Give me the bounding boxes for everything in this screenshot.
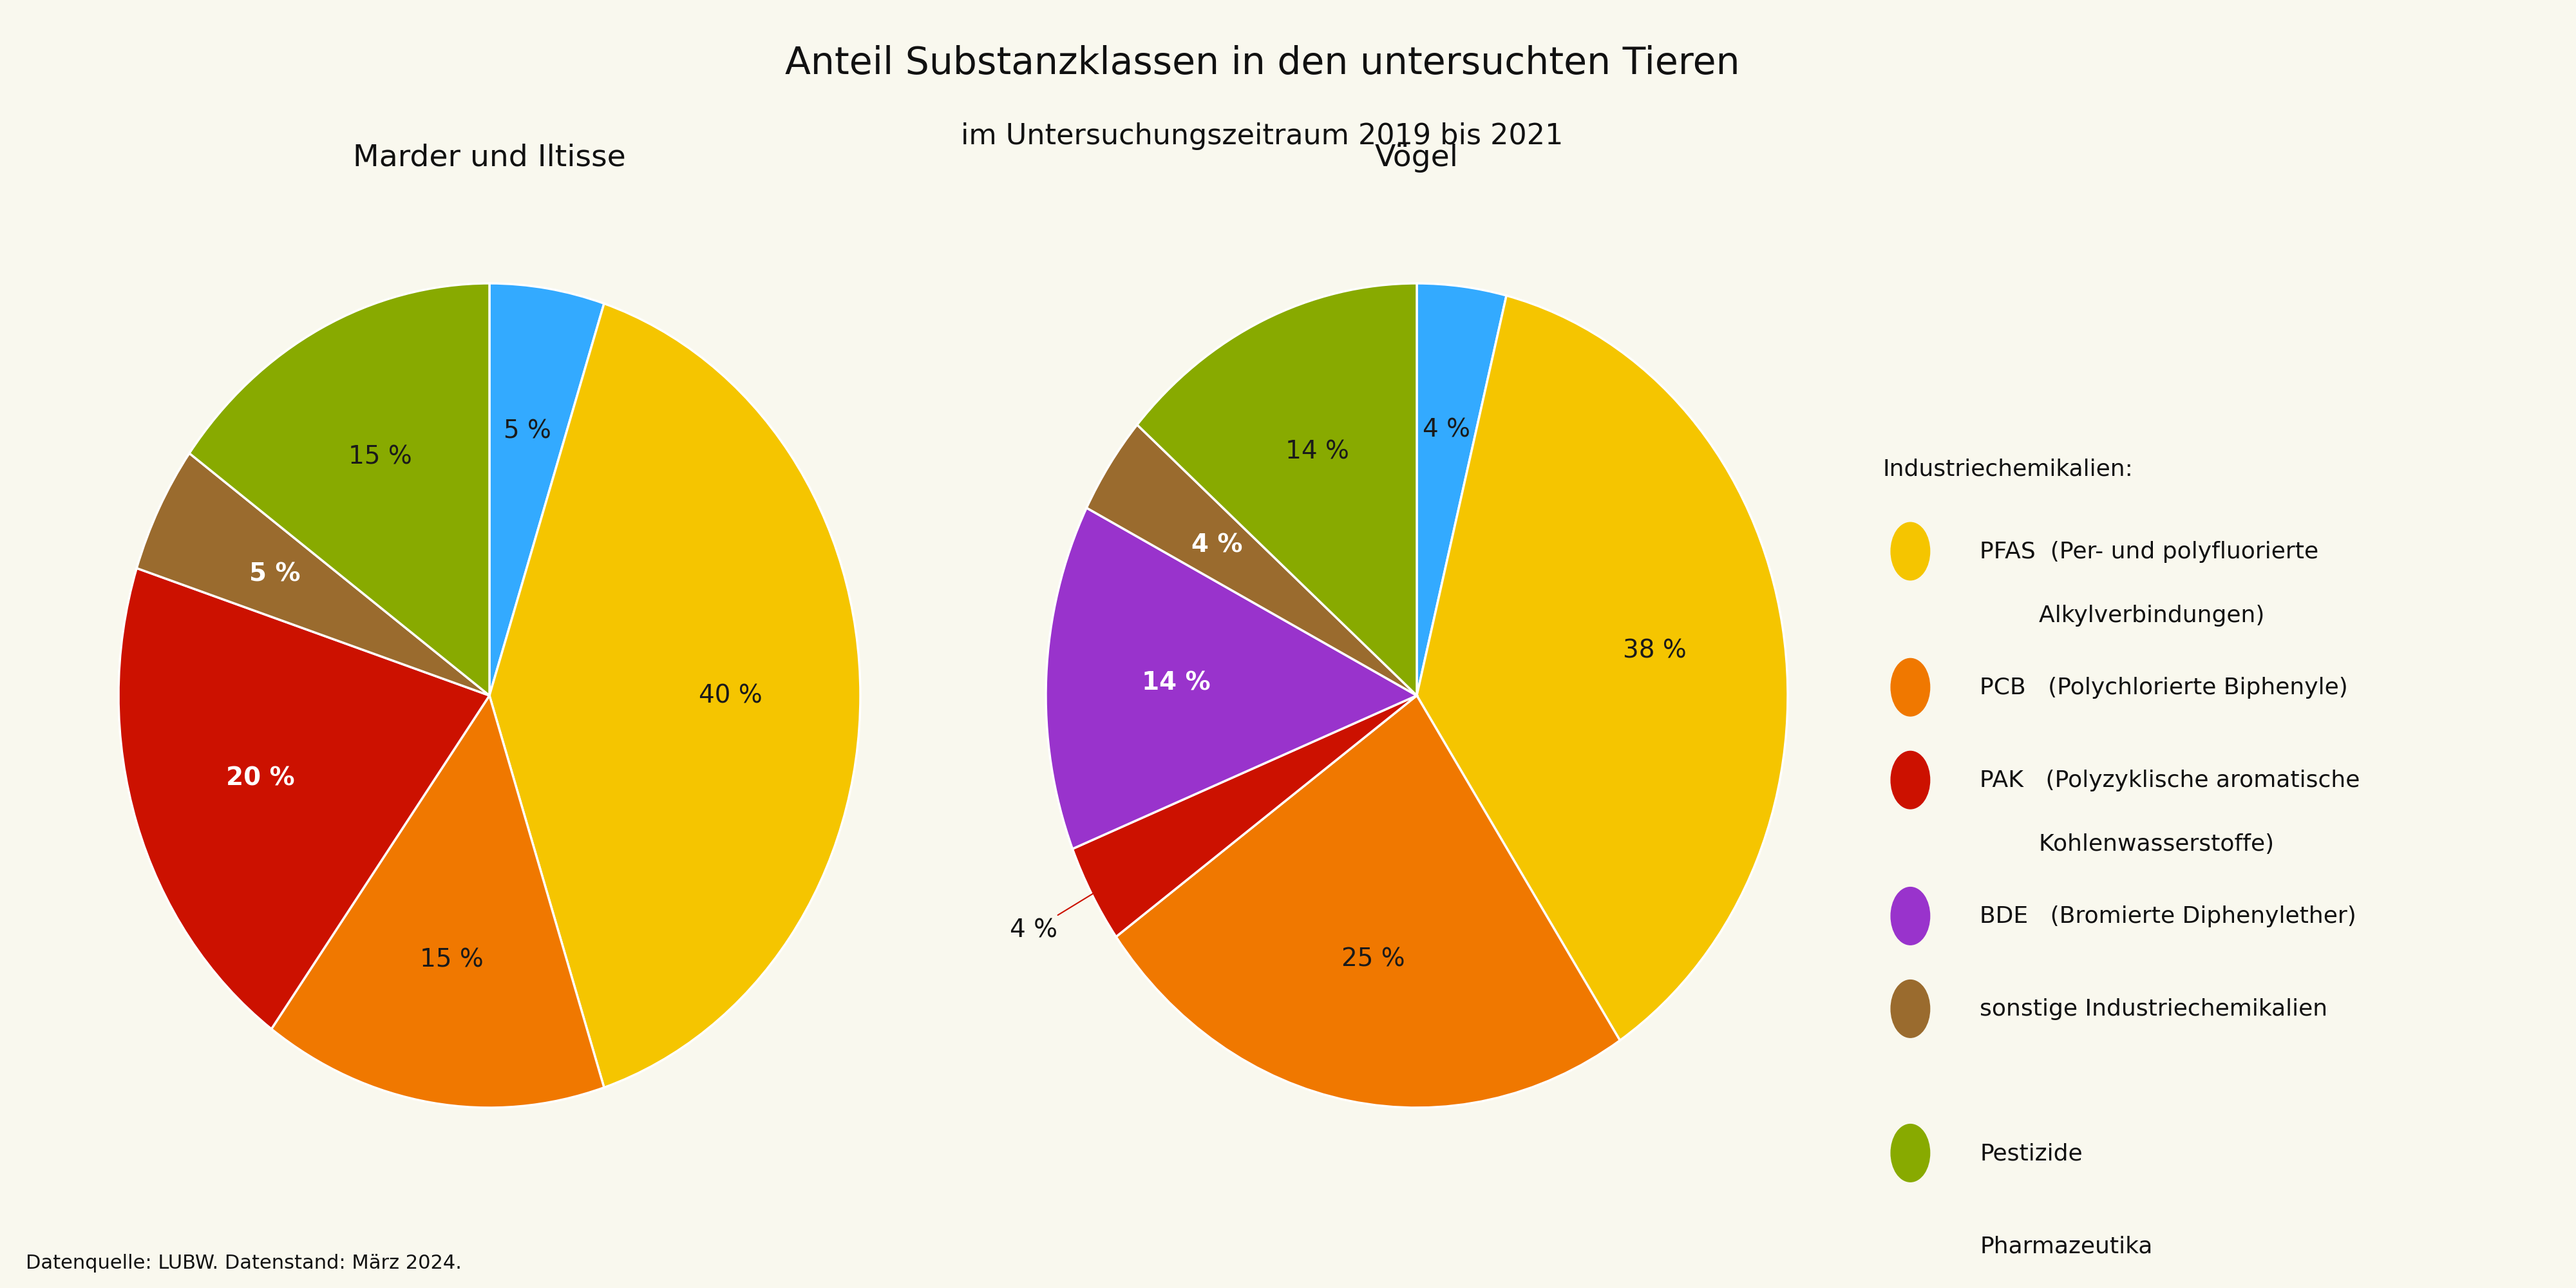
Text: Datenquelle: LUBW. Datenstand: März 2024.: Datenquelle: LUBW. Datenstand: März 2024… bbox=[26, 1255, 461, 1273]
Wedge shape bbox=[1417, 283, 1507, 696]
Text: im Untersuchungszeitraum 2019 bis 2021: im Untersuchungszeitraum 2019 bis 2021 bbox=[961, 122, 1564, 149]
Text: Kohlenwasserstoffe): Kohlenwasserstoffe) bbox=[1981, 833, 2275, 855]
Wedge shape bbox=[118, 568, 489, 1029]
Wedge shape bbox=[1046, 507, 1417, 849]
Text: 15 %: 15 % bbox=[348, 444, 412, 469]
Text: 14 %: 14 % bbox=[1285, 439, 1350, 464]
Wedge shape bbox=[489, 304, 860, 1087]
Text: Anteil Substanzklassen in den untersuchten Tieren: Anteil Substanzklassen in den untersucht… bbox=[786, 45, 1739, 82]
Wedge shape bbox=[1087, 425, 1417, 696]
Text: Alkylverbindungen): Alkylverbindungen) bbox=[1981, 605, 2264, 627]
Text: PCB   (Polychlorierte Biphenyle): PCB (Polychlorierte Biphenyle) bbox=[1981, 677, 2349, 699]
Text: Pestizide: Pestizide bbox=[1981, 1142, 2084, 1164]
Text: 40 %: 40 % bbox=[698, 683, 762, 707]
Circle shape bbox=[1891, 887, 1929, 945]
Text: 14 %: 14 % bbox=[1141, 671, 1211, 696]
Text: Industriechemikalien:: Industriechemikalien: bbox=[1883, 459, 2133, 480]
Wedge shape bbox=[1136, 283, 1417, 696]
Text: 4 %: 4 % bbox=[1422, 417, 1471, 442]
Text: 15 %: 15 % bbox=[420, 948, 484, 972]
Circle shape bbox=[1891, 751, 1929, 809]
Wedge shape bbox=[191, 283, 489, 696]
Circle shape bbox=[1891, 1124, 1929, 1182]
Wedge shape bbox=[1115, 696, 1620, 1108]
Text: PAK   (Polyzyklische aromatische: PAK (Polyzyklische aromatische bbox=[1981, 770, 2360, 792]
Text: 20 %: 20 % bbox=[227, 766, 294, 791]
Title: Marder und Iltisse: Marder und Iltisse bbox=[353, 143, 626, 173]
Text: sonstige Industriechemikalien: sonstige Industriechemikalien bbox=[1981, 998, 2329, 1020]
Text: 25 %: 25 % bbox=[1342, 947, 1404, 971]
Text: Pharmazeutika: Pharmazeutika bbox=[1981, 1235, 2154, 1257]
Wedge shape bbox=[137, 453, 489, 696]
Wedge shape bbox=[1417, 295, 1788, 1041]
Text: PFAS  (Per- und polyfluorierte: PFAS (Per- und polyfluorierte bbox=[1981, 541, 2318, 563]
Title: Vögel: Vögel bbox=[1376, 143, 1458, 173]
Circle shape bbox=[1891, 523, 1929, 580]
Wedge shape bbox=[489, 283, 603, 696]
Text: 5 %: 5 % bbox=[502, 419, 551, 443]
Text: 38 %: 38 % bbox=[1623, 639, 1687, 663]
Text: 4 %: 4 % bbox=[1010, 885, 1108, 943]
Circle shape bbox=[1891, 980, 1929, 1038]
Text: 4 %: 4 % bbox=[1193, 533, 1242, 558]
Text: 5 %: 5 % bbox=[250, 562, 301, 586]
Text: BDE   (Bromierte Diphenylether): BDE (Bromierte Diphenylether) bbox=[1981, 905, 2357, 927]
Wedge shape bbox=[270, 696, 603, 1108]
Circle shape bbox=[1891, 658, 1929, 716]
Circle shape bbox=[1891, 1217, 1929, 1275]
Wedge shape bbox=[1072, 696, 1417, 936]
